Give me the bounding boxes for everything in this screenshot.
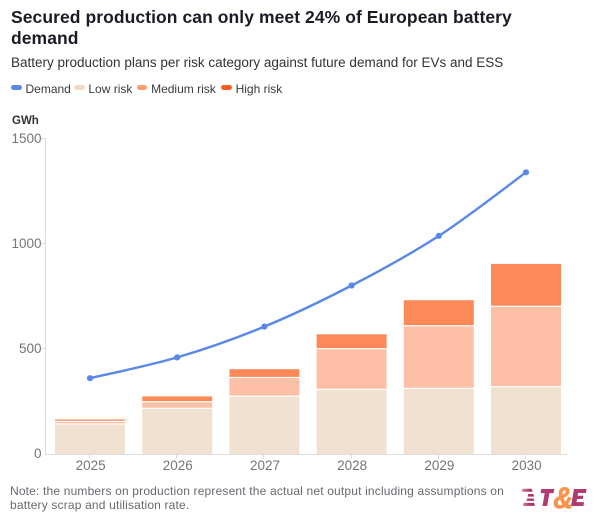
svg-text:&: & (553, 481, 572, 514)
